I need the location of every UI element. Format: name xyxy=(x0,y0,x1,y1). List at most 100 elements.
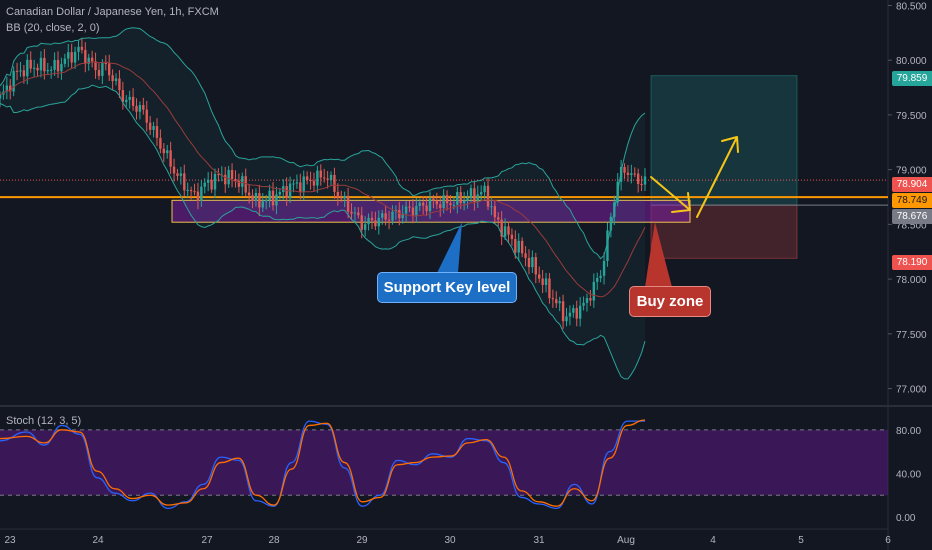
symbol-title: Canadian Dollar / Japanese Yen, 1h, FXCM xyxy=(6,6,219,18)
candle-body xyxy=(101,63,104,76)
candle-body xyxy=(166,150,169,154)
candle-body xyxy=(319,170,322,178)
candle-body xyxy=(285,186,288,199)
candle-body xyxy=(189,189,193,192)
buy-zone-callout: Buy zone xyxy=(629,286,711,317)
candle-body xyxy=(544,278,548,285)
candle-body xyxy=(210,180,213,190)
time-tick-label: 30 xyxy=(444,535,456,546)
candle-body xyxy=(476,194,479,202)
stop-price-label: 78.190 xyxy=(892,255,932,270)
candle-body xyxy=(323,177,326,179)
time-tick-label: 27 xyxy=(201,535,213,546)
candle-body xyxy=(633,173,636,175)
candle-body xyxy=(582,302,585,306)
candle-body xyxy=(84,49,87,64)
time-tick-label: 28 xyxy=(268,535,280,546)
candle-body xyxy=(299,182,302,192)
candle-body xyxy=(200,186,203,201)
candle-body xyxy=(425,205,428,212)
candle-body xyxy=(432,198,435,201)
candle-body xyxy=(606,230,609,261)
candle-body xyxy=(531,257,534,268)
candle-body xyxy=(111,75,114,82)
candle-body xyxy=(43,57,46,72)
stoch-tick-label: 0.00 xyxy=(896,513,916,524)
candle-body xyxy=(104,63,107,65)
candle-body xyxy=(80,46,84,50)
candle-body xyxy=(46,70,49,72)
time-tick-label: Aug xyxy=(617,535,635,546)
candle-body xyxy=(176,173,179,176)
candle-body xyxy=(561,301,565,322)
candle-body xyxy=(108,63,111,76)
candle-body xyxy=(135,105,138,112)
candle-body xyxy=(626,172,630,176)
candle-body xyxy=(186,189,189,191)
candle-body xyxy=(565,316,568,322)
candle-body xyxy=(578,305,582,319)
candle-body xyxy=(381,213,384,218)
candle-body xyxy=(469,188,473,199)
candle-body xyxy=(15,70,19,72)
candle-body xyxy=(162,148,166,154)
candle-body xyxy=(247,192,251,196)
candle-body xyxy=(630,173,633,176)
candle-body xyxy=(462,200,466,204)
candle-body xyxy=(452,204,456,206)
bb-upper-band xyxy=(0,27,646,260)
candle-body xyxy=(449,203,452,206)
candle-body xyxy=(459,192,462,204)
candle-body xyxy=(585,298,589,303)
candle-body xyxy=(411,207,415,216)
candle-body xyxy=(479,192,483,195)
candle-body xyxy=(377,217,381,227)
candle-body xyxy=(363,224,367,230)
candle-body xyxy=(309,180,312,182)
candle-body xyxy=(278,192,282,195)
candle-body xyxy=(142,105,145,110)
candle-body xyxy=(370,217,374,221)
candle-body xyxy=(148,122,152,130)
candle-body xyxy=(9,85,12,92)
candle-body xyxy=(217,173,220,176)
candle-body xyxy=(538,274,541,279)
candle-body xyxy=(398,209,401,219)
candle-body xyxy=(118,78,121,91)
candle-body xyxy=(466,198,469,201)
candle-body xyxy=(548,278,551,299)
candle-body xyxy=(408,206,411,208)
candle-body xyxy=(602,260,606,276)
candle-body xyxy=(179,173,183,176)
candle-body xyxy=(623,166,626,173)
support-key-level-callout: Support Key level xyxy=(377,272,517,303)
candle-body xyxy=(353,212,357,214)
candle-body xyxy=(145,109,148,123)
candle-body xyxy=(227,170,230,185)
candle-body xyxy=(643,176,647,185)
candle-body xyxy=(326,178,329,180)
candle-body xyxy=(350,211,353,214)
candle-body xyxy=(401,213,404,219)
candle-body xyxy=(490,206,493,208)
stoch-tick-label: 40.00 xyxy=(896,469,921,480)
candle-body xyxy=(517,240,520,253)
candle-body xyxy=(360,215,363,230)
candle-body xyxy=(244,176,247,193)
candle-body xyxy=(295,182,299,184)
candle-body xyxy=(169,150,172,167)
candle-body xyxy=(500,219,503,237)
candle-body xyxy=(29,59,32,69)
candle-body xyxy=(251,195,254,202)
price-tick-label: 79.500 xyxy=(896,111,927,122)
candle-body xyxy=(572,308,575,313)
candle-body xyxy=(121,90,125,103)
candle-body xyxy=(234,178,237,181)
candle-body xyxy=(87,57,90,64)
candle-body xyxy=(486,185,490,207)
candle-body xyxy=(193,191,196,193)
candle-body xyxy=(128,96,131,100)
candle-body xyxy=(49,69,53,71)
candle-body xyxy=(258,193,261,208)
